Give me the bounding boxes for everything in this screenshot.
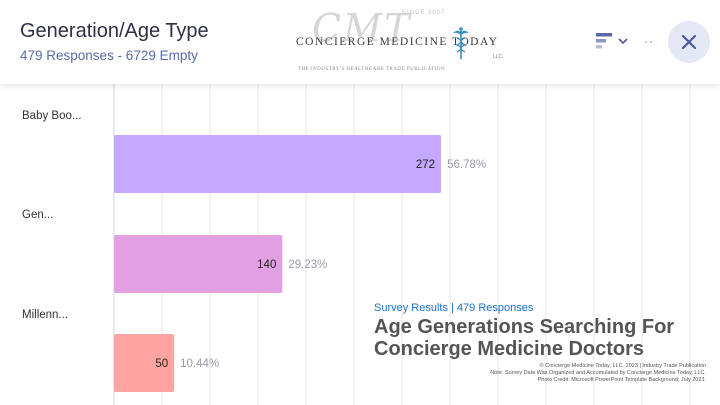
logo-monogram: CMT [312,6,412,50]
banner-notes: © Concierge Medicine Today, LLC. 2023 | … [374,363,706,384]
page-title: Generation/Age Type [20,20,209,42]
close-icon [681,34,697,50]
chart-type-selector[interactable] [596,32,632,50]
bar-chart-icon [596,33,612,49]
bar-value-label: 272 [416,159,435,171]
close-button[interactable] [668,21,710,63]
logo-tagline: THE INDUSTRY'S HEALTHCARE TRADE PUBLICAT… [298,67,446,72]
banner-note: Photo Credit: Microsoft PowerPoint Templ… [537,377,706,383]
chevron-down-icon [618,38,628,45]
more-options[interactable]: ·· [644,34,654,48]
bar-percent-label: 29.23% [288,259,327,271]
caduceus-icon [453,27,469,59]
response-count: 479 Responses - 6729 Empty [20,48,198,63]
header: Generation/Age Type 479 Responses - 6729… [0,0,720,84]
logo-name: CONCIERGE MEDICINE TODAY [296,36,499,48]
banner-note: © Concierge Medicine Today, LLC. 2023 | … [539,363,706,369]
bar [114,135,442,193]
bar [114,235,283,293]
bar [114,334,175,392]
bar-value-label: 140 [257,259,276,271]
bar-chart: Baby Boo... 272 56.78% Gen... 140 29.23% Mille… [22,84,691,405]
logo-suffix: LLC. [493,54,504,60]
banner-note: Note: Survey Data Was Organized and Accu… [490,370,706,376]
category-label: Gen... [22,209,53,221]
bar-percent-label: 56.78% [447,159,486,171]
logo-since: SINCE 2007 [402,10,446,16]
category-label: Millenn... [22,309,68,321]
category-label: Baby Boo... [22,110,81,122]
banner-kicker: Survey Results | 479 Responses [374,302,534,314]
publication-logo: CMT SINCE 2007 CONCIERGE MEDICINE TODAY … [296,6,506,80]
bar-percent-label: 10.44% [180,358,219,370]
banner-overlay: Survey Results | 479 Responses Age Gener… [374,302,714,360]
banner-heading: Age Generations Searching For Concierge … [374,316,675,360]
bar-value-label: 50 [155,358,168,370]
